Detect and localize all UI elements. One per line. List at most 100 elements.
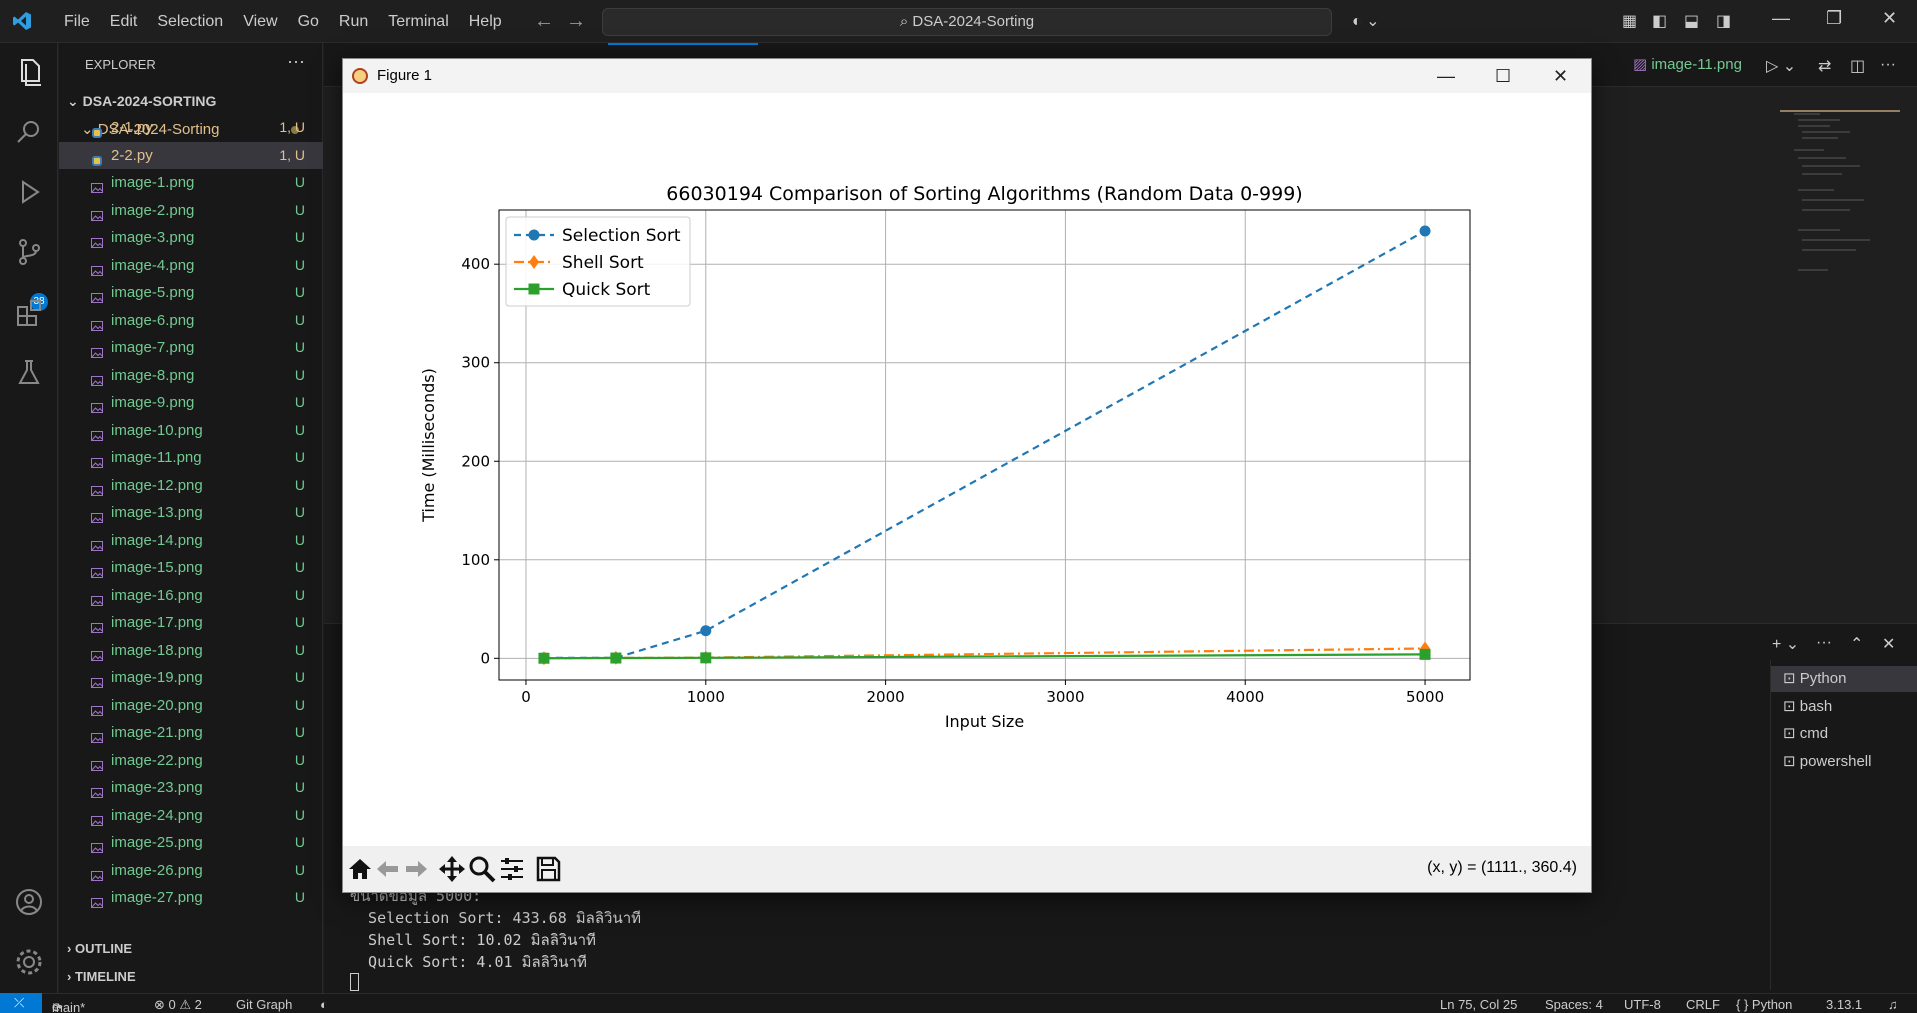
back-arrow-icon[interactable] (373, 854, 403, 884)
file-item[interactable]: image-13.png U (59, 499, 323, 526)
restore-icon[interactable]: ❐ (1826, 8, 1843, 28)
file-item[interactable]: image-7.png U (59, 334, 323, 361)
git-status-badge: U (294, 751, 305, 768)
command-center-search[interactable]: ⌕ DSA-2024-Sorting (602, 8, 1332, 36)
run-python-icon[interactable]: ▷ ⌄ (1766, 58, 1797, 75)
git-graph-status[interactable]: Git Graph (236, 997, 293, 1012)
file-item[interactable]: image-26.png U (59, 857, 323, 884)
file-item[interactable]: image-16.png U (59, 582, 323, 609)
notifications-bell-icon[interactable]: ♫ (1888, 997, 1898, 1012)
git-status-badge: U (294, 559, 305, 575)
maximize-icon[interactable]: ☐ (1495, 66, 1512, 86)
file-item[interactable]: image-24.png U (59, 802, 323, 829)
file-item[interactable]: image-23.png U (59, 774, 323, 801)
image-file-icon (91, 864, 103, 881)
pan-icon[interactable] (437, 854, 467, 884)
file-item[interactable]: image-9.png U (59, 389, 323, 416)
file-item[interactable]: image-12.png U (59, 472, 323, 499)
account-icon[interactable] (12, 885, 46, 919)
menu-go[interactable]: Go (297, 13, 319, 30)
menu-edit[interactable]: Edit (109, 13, 138, 30)
terminal-session-powershell[interactable]: ⊡ powershell (1783, 753, 1872, 770)
open-changes-icon[interactable]: ⇄ (1818, 58, 1832, 75)
file-item[interactable]: image-17.png U (59, 609, 323, 636)
zoom-icon[interactable] (467, 854, 497, 884)
file-item[interactable]: image-10.png U (59, 417, 323, 444)
menu-help[interactable]: Help (468, 13, 502, 30)
explorer-icon[interactable] (12, 55, 46, 89)
file-item[interactable]: image-2.png U (59, 197, 323, 224)
maximize-panel-icon[interactable]: ⌃ (1850, 636, 1864, 653)
run-debug-icon[interactable] (12, 175, 46, 209)
minimize-icon[interactable]: — (1772, 8, 1790, 28)
workspace-header[interactable]: ⌄ DSA-2024-SORTING (67, 93, 217, 109)
file-item[interactable]: 2-2.py 1, U (59, 141, 323, 169)
file-item[interactable]: image-6.png U (59, 307, 323, 334)
file-item[interactable]: image-25.png U (59, 829, 323, 856)
problems-status[interactable]: ⊗ 0 ⚠ 2 (154, 997, 202, 1012)
file-name: image-26.png (111, 861, 203, 879)
outline-section[interactable]: › OUTLINE (67, 941, 133, 956)
toggle-sidebar-icon[interactable]: ◧ (1652, 13, 1668, 30)
file-item[interactable]: image-5.png U (59, 279, 323, 306)
menu-selection[interactable]: Selection (157, 13, 224, 30)
file-item[interactable]: image-27.png U (59, 884, 323, 911)
terminal-session-bash[interactable]: ⊡ bash (1783, 698, 1833, 715)
file-item[interactable]: image-3.png U (59, 224, 323, 251)
more-actions-icon[interactable]: ··· (287, 51, 305, 71)
folder-dsa-2024-sorting[interactable]: ⌄ DSA-2024-Sorting (81, 121, 220, 138)
language-status[interactable]: { } Python (1736, 997, 1793, 1012)
menu-terminal[interactable]: Terminal (388, 13, 449, 30)
timeline-section[interactable]: › TIMELINE (67, 969, 136, 984)
split-editor-icon[interactable]: ◫ (1850, 58, 1866, 75)
close-panel-icon[interactable]: ✕ (1882, 636, 1896, 653)
extensions-icon[interactable] (12, 295, 46, 329)
encoding-status[interactable]: UTF-8 (1624, 997, 1661, 1012)
file-item[interactable]: image-18.png U (59, 637, 323, 664)
search-icon[interactable] (12, 115, 46, 149)
cursor-position-status[interactable]: Ln 75, Col 25 (1440, 997, 1518, 1012)
save-icon[interactable] (533, 854, 563, 884)
file-item[interactable]: image-11.png U (59, 444, 323, 471)
file-item[interactable]: image-22.png U (59, 747, 323, 774)
terminal-session-cmd[interactable]: ⊡ cmd (1783, 725, 1829, 742)
terminal-session-python[interactable]: ⊡ Python (1771, 666, 1917, 692)
menu-run[interactable]: Run (338, 13, 369, 30)
indentation-status[interactable]: Spaces: 4 (1545, 997, 1603, 1012)
remote-indicator[interactable]: ⤫ (0, 993, 42, 1013)
close-icon[interactable]: ✕ (1553, 66, 1569, 86)
more-actions-icon[interactable]: ··· (1816, 634, 1832, 651)
minimize-icon[interactable]: — (1437, 66, 1455, 86)
back-arrow-icon[interactable]: ← (534, 10, 554, 32)
source-control-icon[interactable] (12, 235, 46, 269)
copilot-icon[interactable]: ◐ ⌄ (1352, 13, 1380, 30)
menu-view[interactable]: View (243, 13, 278, 30)
more-actions-icon[interactable]: ··· (1880, 56, 1896, 73)
file-item[interactable]: image-15.png U (59, 554, 323, 581)
home-icon[interactable] (345, 854, 375, 884)
file-item[interactable]: image-19.png U (59, 664, 323, 691)
testing-flask-icon[interactable] (12, 355, 46, 389)
customize-layout-icon[interactable]: ▦ (1622, 13, 1638, 30)
tab-image-11[interactable]: ▨ image-11.png (1633, 56, 1742, 73)
file-item[interactable]: image-8.png U (59, 362, 323, 389)
forward-arrow-icon[interactable]: → (566, 10, 586, 32)
file-item[interactable]: image-4.png U (59, 252, 323, 279)
file-item[interactable]: image-14.png U (59, 527, 323, 554)
file-item[interactable]: image-21.png U (59, 719, 323, 746)
file-item[interactable]: image-1.png U (59, 169, 323, 196)
toggle-secondary-sidebar-icon[interactable]: ◨ (1716, 13, 1732, 30)
toggle-panel-icon[interactable]: ⬓ (1684, 13, 1700, 30)
matplotlib-logo-icon (352, 68, 368, 84)
eol-status[interactable]: CRLF (1686, 997, 1720, 1012)
copilot-status-icon[interactable]: ◐ (320, 997, 328, 1012)
configure-subplots-icon[interactable] (497, 854, 527, 884)
python-version-status[interactable]: 3.13.1 (1826, 997, 1863, 1012)
file-item[interactable]: 2-1.py 1, U (59, 114, 323, 141)
file-item[interactable]: image-20.png U (59, 692, 323, 719)
forward-arrow-icon[interactable] (401, 854, 431, 884)
menu-file[interactable]: File (64, 13, 90, 30)
new-terminal-icon[interactable]: + ⌄ (1772, 636, 1800, 653)
settings-gear-icon[interactable] (12, 945, 46, 979)
close-icon[interactable]: ✕ (1882, 8, 1898, 28)
